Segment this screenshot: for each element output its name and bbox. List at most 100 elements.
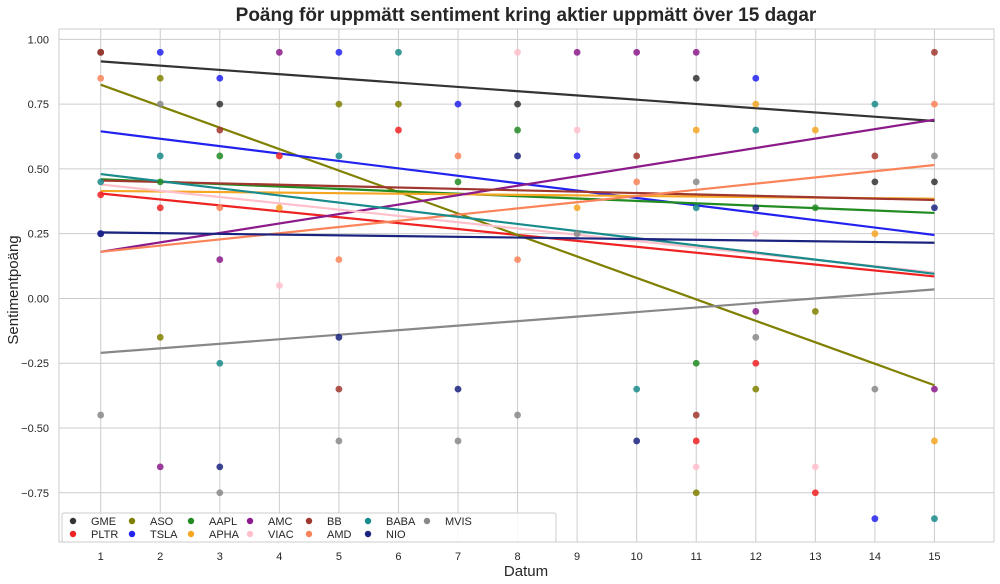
point-amc (752, 308, 760, 315)
x-tick-label: 12 (750, 551, 762, 563)
trend-line-amc (100, 118, 935, 253)
legend-marker-viac (246, 530, 254, 538)
legend-label-amc: AMC (268, 516, 293, 528)
point-pltr (395, 126, 402, 134)
x-tick-label: 10 (631, 551, 643, 563)
x-tick-label: 5 (336, 551, 342, 563)
legend-box (61, 512, 557, 543)
point-amc (216, 256, 224, 263)
point-mvis (692, 178, 700, 186)
point-pltr (811, 489, 819, 497)
trend-line-gme (100, 60, 935, 123)
point-baba (395, 48, 402, 56)
chart-title: Poäng för uppmätt sentiment kring aktier… (236, 5, 817, 26)
point-baba (216, 359, 224, 367)
trend-line-aso (100, 83, 935, 387)
point-amc (692, 48, 700, 56)
trend-line-amd (100, 163, 935, 253)
point-mvis (454, 437, 462, 445)
legend-marker-mvis (423, 517, 431, 525)
point-viac (573, 126, 581, 134)
data-points (97, 48, 938, 523)
point-viac (275, 282, 283, 289)
legend-marker-bb (305, 517, 313, 525)
point-aso (395, 100, 402, 108)
point-nio (97, 230, 105, 238)
point-gme (514, 100, 521, 108)
point-amc (156, 463, 164, 471)
y-tick-label: 0.50 (28, 164, 49, 176)
point-bb (692, 411, 700, 419)
point-amc (633, 48, 641, 56)
point-gme (871, 178, 879, 186)
point-bb (335, 385, 343, 393)
y-axis-label: Sentimentpoäng (5, 235, 22, 344)
legend-label-amd: AMD (327, 529, 352, 541)
point-amd (216, 204, 224, 212)
point-baba (752, 126, 760, 134)
point-mvis (335, 437, 343, 445)
x-tick-label: 1 (98, 551, 104, 563)
legend-label-apha: APHA (209, 529, 240, 541)
legend-label-bb: BB (327, 516, 342, 528)
trend-line-baba (100, 172, 935, 275)
x-tick-label: 15 (928, 551, 940, 563)
point-baba (335, 152, 343, 160)
y-axis-ticks: −0.75 −0.50 −0.25 0.00 0.25 0.50 0.75 1.00 (21, 34, 49, 499)
point-tsla (752, 74, 760, 82)
point-nio (752, 204, 760, 212)
legend-label-aapl: AAPL (209, 516, 237, 528)
legend-marker-nio (364, 530, 372, 538)
point-baba (97, 178, 105, 186)
x-axis-label: Datum (504, 563, 548, 580)
point-baba (692, 204, 700, 212)
point-amd (514, 256, 521, 263)
legend-marker-pltr (69, 530, 77, 538)
point-tsla (454, 100, 462, 108)
point-aapl (156, 178, 164, 186)
grid-lines (59, 29, 994, 542)
x-tick-label: 11 (691, 551, 702, 563)
x-tick-label: 4 (276, 551, 282, 563)
point-amd (633, 178, 641, 186)
point-pltr (752, 359, 760, 367)
point-viac (752, 230, 760, 238)
point-apha (811, 126, 819, 134)
y-tick-label: 0.25 (28, 229, 49, 241)
legend-marker-amc (246, 517, 254, 525)
point-nio (514, 152, 521, 160)
point-apha (752, 100, 760, 108)
point-mvis (752, 333, 760, 341)
point-pltr (97, 191, 105, 199)
x-tick-label: 14 (869, 551, 881, 563)
point-nio (454, 385, 462, 393)
legend-marker-gme (69, 517, 77, 525)
point-aso (752, 385, 760, 393)
legend-marker-aapl (187, 517, 195, 525)
point-amd (454, 152, 462, 160)
point-amc (931, 385, 938, 393)
y-tick-label: −0.50 (21, 423, 49, 435)
legend-label-mvis: MVIS (445, 516, 472, 528)
point-viac (514, 48, 521, 56)
y-tick-label: 1.00 (28, 34, 49, 46)
point-mvis (931, 152, 938, 160)
point-aapl (514, 126, 521, 134)
point-amc (573, 48, 581, 56)
point-mvis (573, 230, 581, 238)
point-mvis (514, 411, 521, 419)
point-aapl (454, 178, 462, 186)
legend-marker-aso (128, 517, 136, 525)
point-bb (871, 152, 879, 160)
trend-line-mvis (100, 288, 935, 354)
point-apha (931, 437, 938, 445)
point-tsla (335, 48, 343, 56)
point-bb (633, 152, 641, 160)
point-aapl (216, 152, 224, 160)
legend-marker-apha (187, 530, 195, 538)
point-gme (216, 100, 224, 108)
point-tsla (156, 48, 164, 56)
point-gme (692, 74, 700, 82)
